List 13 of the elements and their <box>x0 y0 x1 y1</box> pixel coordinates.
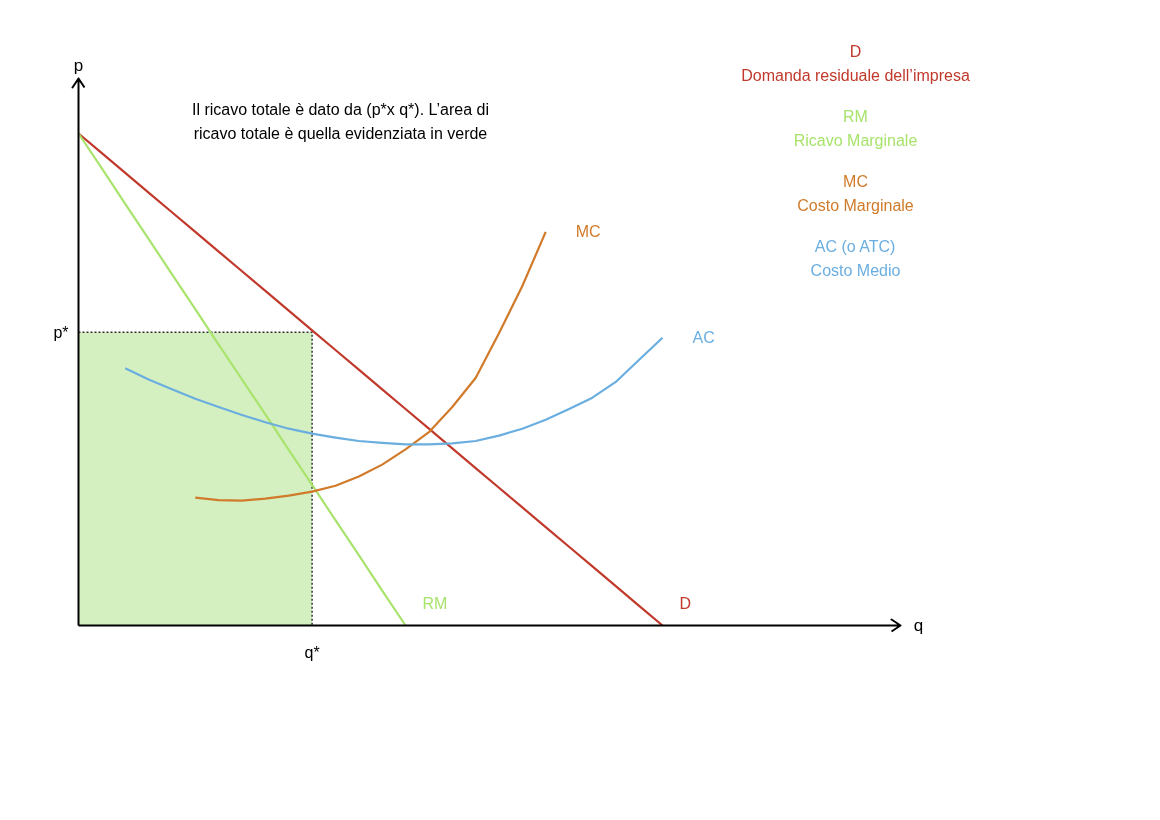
text: D Domanda residuale dell’impresa <box>741 42 970 85</box>
series-label: MC <box>575 223 601 241</box>
y-axis-title: p <box>73 56 84 75</box>
series-label: RM <box>422 595 448 612</box>
text: AC (o ATC) Costo Medio <box>810 237 901 280</box>
annotation: p* <box>53 323 69 341</box>
series-label: AC <box>692 329 715 347</box>
annotation: Il ricavo totale è dato da (p*x q*). L’area di ricavo totale è quella evidenziata in verde <box>191 100 490 143</box>
series-label: D <box>679 595 692 612</box>
text: RM Ricavo Marginale <box>793 107 918 150</box>
text: q* <box>304 644 320 661</box>
text: MC Costo Marginale <box>797 172 914 215</box>
text: q <box>913 616 924 635</box>
